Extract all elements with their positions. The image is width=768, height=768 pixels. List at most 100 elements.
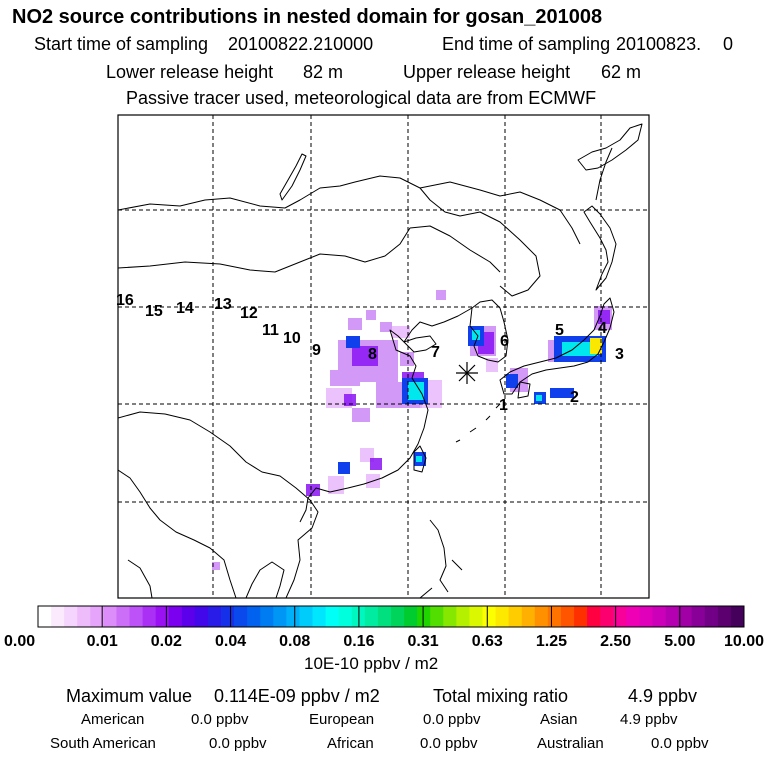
receptor-marker: [456, 362, 478, 384]
colorbar-swatch: [299, 606, 313, 627]
colorbar-swatch: [51, 606, 65, 627]
region-label-4: 4: [598, 320, 607, 337]
colorbar-swatch: [168, 606, 183, 627]
region-european-value: 0.0 ppbv: [423, 711, 481, 728]
colorbar-swatch: [338, 606, 353, 627]
colorbar-swatch: [377, 606, 392, 627]
colorbar-tick-label: 0.02: [151, 633, 182, 650]
colorbar-swatch: [678, 606, 693, 627]
region-label-6: 6: [500, 333, 509, 350]
colorbar-swatch: [207, 606, 222, 627]
colorbar-swatch: [38, 606, 52, 627]
colorbar-frame: [37, 605, 745, 628]
lower-height-value: 82 m: [303, 62, 344, 82]
region-label-10: 10: [283, 330, 301, 347]
colorbar-swatch: [521, 606, 536, 627]
region-label-15: 15: [145, 303, 163, 320]
colorbar-swatch: [560, 606, 575, 627]
colorbar-swatch: [116, 606, 130, 627]
colorbar-swatch: [260, 606, 274, 627]
colorbar: [38, 606, 745, 627]
colorbar-swatch: [717, 606, 732, 627]
colorbar-swatch: [456, 606, 470, 627]
colorbar-tick-label: 5.00: [664, 633, 695, 650]
colorbar-tick-labels: 0.00 0.01 0.02 0.04 0.08 0.16 0.31 0.63 1.25 2.50…: [4, 633, 764, 650]
field-cell: [306, 484, 320, 496]
total-mixing-value: 4.9 ppbv: [628, 686, 698, 706]
colorbar-tick-label: 0.16: [343, 633, 374, 650]
colorbar-swatch: [574, 606, 588, 627]
colorbar-tick-label: 0.08: [279, 633, 310, 650]
colorbar-swatch: [221, 606, 235, 627]
colorbar-swatch: [129, 606, 143, 627]
coastlines: [118, 123, 643, 598]
colorbar-swatch: [639, 606, 653, 627]
field-cell: [370, 458, 382, 470]
colorbar-tick-label: 10.00: [724, 633, 764, 650]
region-label-8: 8: [368, 346, 377, 363]
page-title: NO2 source contributions in nested domai…: [12, 6, 603, 28]
region-label-7: 7: [431, 344, 440, 361]
region-label-5: 5: [555, 322, 564, 339]
colorbar-swatch: [652, 606, 666, 627]
field-cell: [562, 342, 598, 356]
tracer-note: Passive tracer used, meteorological data…: [126, 88, 597, 108]
lower-height-label: Lower release height: [106, 62, 274, 82]
colorbar-swatch: [103, 606, 117, 627]
field-cell: [436, 290, 446, 300]
colorbar-swatch: [312, 606, 327, 627]
colorbar-swatch: [194, 606, 209, 627]
field-cell: [352, 408, 370, 422]
field-cell: [416, 456, 422, 462]
field-cell: [380, 322, 392, 332]
colorbar-swatch: [404, 606, 418, 627]
colorbar-swatch: [665, 606, 680, 627]
region-australian-value: 0.0 ppbv: [651, 735, 709, 752]
colorbar-swatch: [155, 606, 170, 627]
colorbar-swatch: [443, 606, 457, 627]
start-time-label: Start time of sampling: [34, 34, 209, 54]
end-time-extra: 0: [723, 34, 734, 54]
colorbar-swatch: [364, 606, 379, 627]
field-cell: [506, 374, 518, 388]
field-cell: [472, 330, 480, 340]
colorbar-tick-label: 0.01: [87, 633, 118, 650]
colorbar-swatch: [495, 606, 510, 627]
upper-height-label: Upper release height: [403, 62, 571, 82]
region-label-9: 9: [312, 342, 321, 359]
colorbar-tick-label: 2.50: [600, 633, 631, 650]
colorbar-swatch: [325, 606, 340, 627]
field-cell: [550, 388, 574, 398]
colorbar-swatch: [64, 606, 78, 627]
map-frame: [117, 114, 650, 599]
colorbar-swatch: [234, 606, 248, 627]
colorbar-tick-label: 0.63: [472, 633, 503, 650]
colorbar-swatch: [626, 606, 640, 627]
region-african-name: African: [327, 735, 374, 752]
region-label-11: 11: [262, 322, 279, 339]
field-cell: [346, 336, 360, 348]
region-asian-name: Asian: [540, 711, 578, 728]
colorbar-swatch: [508, 606, 523, 627]
field-cell: [344, 394, 356, 406]
region-asian-value: 4.9 ppbv: [620, 711, 678, 728]
field-cell: [348, 318, 362, 330]
colorbar-swatch: [547, 606, 562, 627]
colorbar-swatch: [600, 606, 614, 627]
colorbar-tick-label: 0.31: [408, 633, 439, 650]
colorbar-swatch: [247, 606, 261, 627]
colorbar-tick-label: 1.25: [536, 633, 567, 650]
max-value-label: Maximum value: [66, 686, 193, 706]
region-african-value: 0.0 ppbv: [420, 735, 478, 752]
region-labels: 1 2 3 4 5 6 7 8 9 10 11 12 13 14 15 16: [116, 292, 624, 414]
field-cell: [408, 382, 424, 400]
colorbar-swatch: [430, 606, 444, 627]
field-cell: [400, 352, 414, 366]
colorbar-swatch: [482, 606, 496, 627]
field-cell: [328, 476, 344, 494]
colorbar-swatch: [417, 606, 431, 627]
colorbar-swatch: [90, 606, 104, 627]
region-label-14: 14: [176, 300, 194, 317]
upper-height-value: 62 m: [601, 62, 642, 82]
